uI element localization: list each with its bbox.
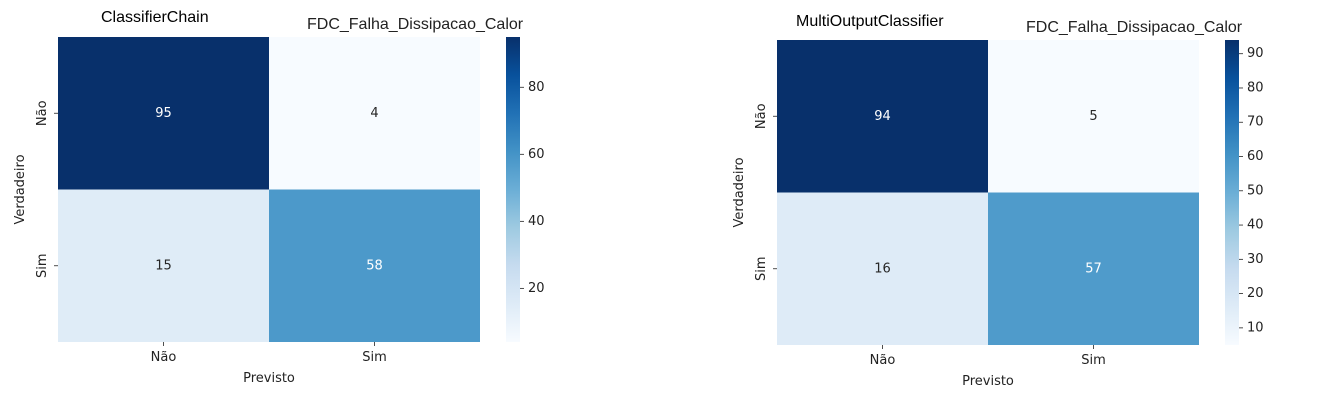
y-axis-label: Verdadeiro	[732, 157, 747, 227]
classifierchain-panel: 95 4 15 58 Não Sim Não Sim Previsto Verdadeiro Cla…	[13, 9, 545, 386]
chart-subtitle: FDC_Falha_Dissipacao_Calor	[1026, 19, 1243, 36]
x-tick-label-0: Não	[151, 350, 177, 365]
colorbar	[506, 37, 520, 342]
cell-1-1	[988, 192, 1199, 345]
colorbar-tick-label-0: 10	[1247, 320, 1264, 335]
cell-0-1	[269, 37, 480, 190]
colorbar-tick-label-2: 30	[1247, 252, 1264, 267]
x-tick-label-0: Não	[870, 353, 896, 368]
cell-0-0	[777, 40, 988, 193]
cell-1-0	[777, 192, 988, 345]
cell-0-0	[58, 37, 269, 190]
x-axis-label: Previsto	[962, 374, 1014, 389]
colorbar-tick-label-0: 20	[528, 281, 545, 296]
colorbar-tick-label-3: 80	[528, 80, 545, 95]
x-tick-label-1: Sim	[1081, 353, 1106, 368]
colorbar	[1225, 40, 1239, 345]
colorbar-tick-label-2: 60	[528, 147, 545, 162]
y-tick-label-0: Não	[35, 100, 50, 126]
cell-label-1-0: 15	[155, 258, 172, 273]
cell-1-0	[58, 189, 269, 342]
cell-label-1-1: 58	[366, 258, 383, 273]
cell-1-1	[269, 189, 480, 342]
cell-label-1-0: 16	[874, 261, 891, 276]
x-axis-label: Previsto	[243, 371, 295, 386]
cell-label-0-0: 94	[874, 109, 891, 124]
chart-title: ClassifierChain	[101, 9, 209, 26]
y-axis-label: Verdadeiro	[13, 154, 28, 224]
cell-label-0-0: 95	[155, 106, 172, 121]
colorbar-tick-label-1: 40	[528, 214, 545, 229]
cell-0-1	[988, 40, 1199, 193]
colorbar-tick-label-7: 80	[1247, 80, 1264, 95]
chart-subtitle: FDC_Falha_Dissipacao_Calor	[307, 16, 524, 33]
colorbar-tick-label-3: 40	[1247, 218, 1264, 233]
cell-label-1-1: 57	[1085, 261, 1102, 276]
cell-label-0-1: 5	[1089, 109, 1097, 124]
colorbar-tick-label-6: 70	[1247, 115, 1264, 130]
x-tick-label-1: Sim	[362, 350, 387, 365]
y-tick-label-1: Sim	[35, 253, 50, 278]
colorbar-tick-label-8: 90	[1247, 46, 1264, 61]
cell-label-0-1: 4	[370, 106, 378, 121]
colorbar-tick-label-5: 60	[1247, 149, 1264, 164]
y-tick-label-0: Não	[754, 103, 769, 129]
colorbar-tick-label-4: 50	[1247, 183, 1264, 198]
colorbar-tick-label-1: 20	[1247, 286, 1264, 301]
y-tick-label-1: Sim	[754, 256, 769, 281]
chart-title: MultiOutputClassifier	[796, 13, 944, 30]
multioutputclassifier-panel: 94 5 16 57 Não Sim Não Sim Previsto Verdadeiro Mul…	[732, 13, 1264, 389]
